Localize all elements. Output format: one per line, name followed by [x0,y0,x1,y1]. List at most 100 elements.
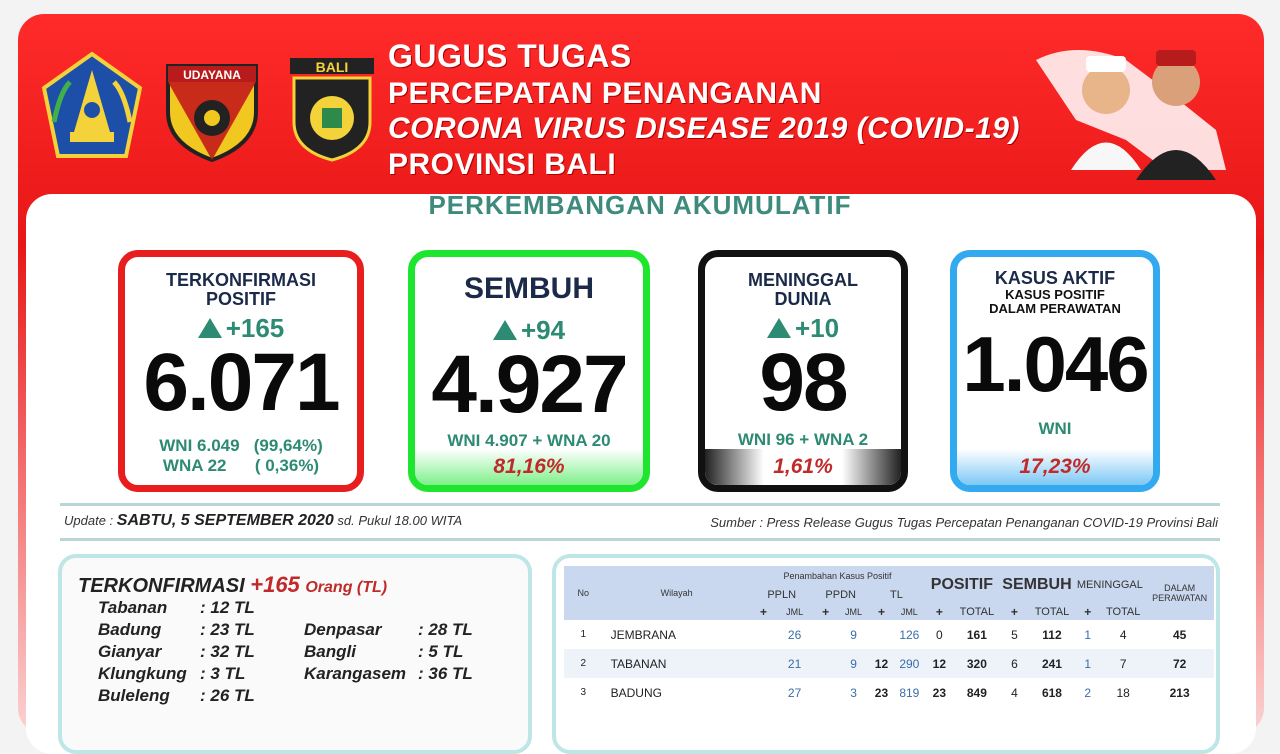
cell-ppln-jml: 27 [787,685,802,700]
confirmed-breakdown-box: TERKONFIRMASI +165 Orang (TL) Tabanan : … [58,554,532,754]
header-plus: + [924,604,955,620]
bali-province-emblem-logo [40,51,144,162]
breakdown-unit: Orang (TL) [305,579,388,596]
cell-meninggal-plus: 1 [1074,649,1102,678]
cell-positif-plus: 12 [924,649,955,678]
header-jml: JML [776,604,813,620]
header-tl: TL [868,586,925,604]
cell-sembuh-plus: 5 [1011,627,1018,642]
cell-dalam-perawatan: 45 [1172,627,1187,642]
cell-positif-plus: 23 [932,685,947,700]
header-sembuh: SEMBUH [999,566,1075,604]
header-total: TOTAL [1029,604,1075,620]
cell-meninggal-total: 4 [1119,627,1127,642]
cell-sembuh-total: 241 [1029,649,1075,678]
cell-dalam-perawatan: 213 [1169,685,1190,700]
header-plus: + [1074,604,1102,620]
cell-ppdn-plus [813,678,839,707]
card-active-detail: WNI [1038,419,1072,439]
card-deaths-delta-value: +10 [794,312,840,343]
cell-ppln-plus [751,678,777,707]
card-confirmed: TERKONFIRMASI POSITIF +165 6.071 WNI 6.0… [118,250,364,492]
cell-tl-plus: 23 [874,685,889,700]
update-date: SABTU, 5 SEPTEMBER 2020 [116,512,334,529]
cell-tl-plus [869,620,895,649]
header-ppln: PPLN [750,586,813,604]
header-dalam-perawatan: DALAM PERAWATAN [1145,566,1214,620]
region-name: Karangasem [304,664,407,683]
cell-meninggal-plus: 1 [1084,627,1092,642]
region-table: No Wilayah Penambahan Kasus Positif POSI… [564,566,1214,707]
title-line-3: CORONA VIRUS DISEASE 2019 (COVID-19) [388,112,1021,146]
region-value: : 36 TL [418,664,473,683]
udayana-military-emblem-logo: UDAYANA [160,52,264,163]
breakdown-count: +165 [250,572,300,597]
card-confirmed-detail-2: WNA 22 ( 0,36%) [162,455,320,475]
card-active-sub-2: DALAM PERAWATAN [989,300,1121,316]
breakdown-heading: TERKONFIRMASI +165 Orang (TL) [78,572,387,598]
card-recovered: SEMBUH +94 4.927 WNI 4.907 + WNA 20 81,1… [408,250,650,492]
card-active-percent: 17,23% [957,449,1153,485]
panel-title: PERKEMBANGAN AKUMULATIF [428,190,852,220]
region-value: : 12 TL [200,598,255,617]
cell-ppdn-plus [813,620,839,649]
region-name: Tabanan [98,598,168,617]
header-plus: + [868,604,895,620]
region-table-box: No Wilayah Penambahan Kasus Positif POSI… [552,554,1220,754]
region-name: Bangli [304,642,356,661]
officials-portrait-image [1016,20,1256,190]
cell-ppln-plus [751,620,777,649]
divider [60,538,1220,541]
cell-dalam-perawatan: 72 [1145,649,1214,678]
card-active-label: KASUS AKTIF [994,268,1116,288]
cell-wilayah: JEMBRANA [610,627,676,642]
card-deaths-percent: 1,61% [705,449,901,485]
header-plus: + [999,604,1030,620]
region-value: : 5 TL [418,642,464,661]
region-value: : 3 TL [200,664,246,683]
card-deaths-value: 98 [759,336,848,428]
cell-meninggal-total: 7 [1101,649,1146,678]
card-deaths-label-2: DUNIA [774,288,832,309]
cell-meninggal-total: 18 [1116,685,1130,700]
cell-no: 2 [564,649,603,678]
region-name: Buleleng [98,686,170,705]
region-value: : 23 TL [200,620,255,639]
bali-police-logo-text: BALI [316,59,349,75]
title-line-1: GUGUS TUGAS [388,38,632,74]
bali-police-emblem-logo: BALI [280,52,384,162]
header-jml: JML [894,604,925,620]
header-positif: POSITIF [924,566,1000,604]
card-confirmed-label-1: TERKONFIRMASI [166,270,316,290]
header-total: TOTAL [954,604,1000,620]
cell-wilayah: BADUNG [610,685,662,700]
cell-ppdn-jml: 3 [850,685,857,700]
card-confirmed-value: 6.071 [143,336,340,428]
region-value: : 32 TL [200,642,255,661]
header-plus: + [750,604,777,620]
region-name: Badung [98,620,162,639]
cell-sembuh-plus: 4 [1011,685,1018,700]
cell-no: 1 [580,629,587,640]
title-line-4: PROVINSI BALI [388,147,617,181]
update-info: Update : SABTU, 5 SEPTEMBER 2020 sd. Puk… [64,512,462,530]
header-plus: + [812,604,839,620]
cell-ppdn-jml: 9 [838,649,869,678]
card-deaths-label-1: MENINGGAL [748,270,858,290]
cell-tl-jml: 126 [899,627,920,642]
card-recovered-value: 4.927 [431,338,628,430]
divider [60,503,1220,506]
card-confirmed-label-2: POSITIF [205,288,276,309]
cell-ppln-plus [750,649,777,678]
table-row: 1 JEMBRANA 26 9 126 0 161 5 112 1 4 45 [564,620,1214,649]
card-recovered-percent: 81,16% [415,449,643,485]
card-recovered-detail: WNI 4.907 + WNA 20 [447,431,611,451]
header-ppdn: PPDN [812,586,869,604]
cell-meninggal-plus: 2 [1084,685,1092,700]
udayana-logo-text: UDAYANA [183,68,241,82]
header-jml: JML [838,604,869,620]
region-name: Klungkung [98,664,187,683]
cell-positif-total: 849 [966,685,987,700]
cell-sembuh-total: 112 [1042,627,1062,642]
cell-no: 3 [580,687,587,698]
